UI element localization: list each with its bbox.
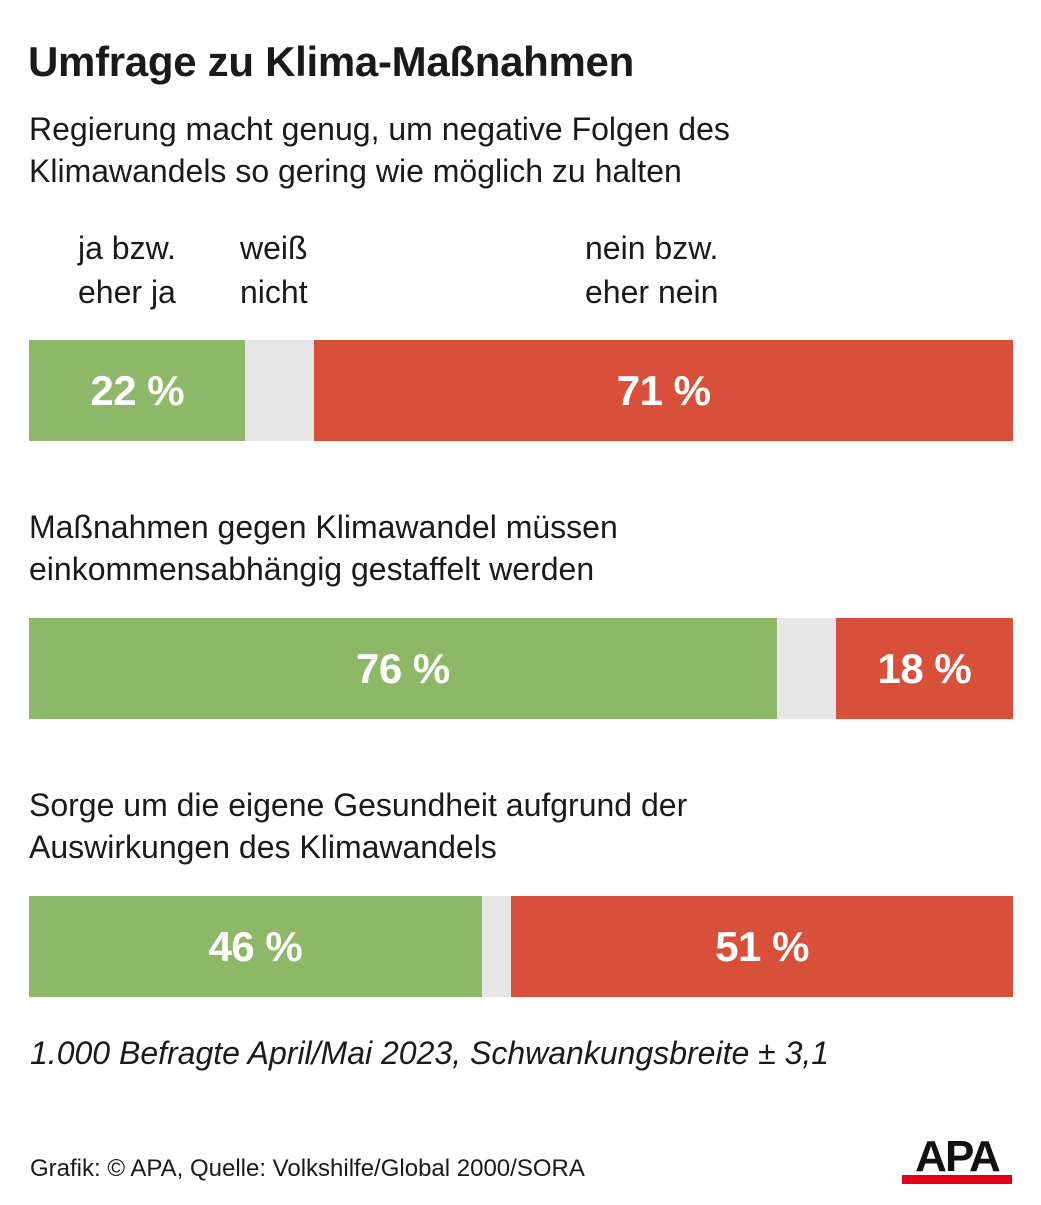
value-label-no: 71 % [616,366,711,414]
bar-question-1: 22 % 71 % [29,340,1013,441]
legend-yes: ja bzw. eher ja [78,230,176,310]
question-2-text: Maßnahmen gegen Klimawandel müssen einko… [29,509,618,587]
segment-yes: 46 % [29,896,482,997]
segment-no: 71 % [314,340,1013,441]
segment-dontknow [776,618,836,719]
segment-no: 18 % [835,618,1013,719]
segment-dontknow [245,340,315,441]
value-label-yes: 46 % [208,922,303,970]
value-label-no: 18 % [877,644,972,692]
bar-question-2: 76 % 18 % [29,618,1013,719]
svg-text:APA: APA [915,1135,1000,1181]
value-label-yes: 76 % [356,644,450,692]
question-1-text: Regierung macht genug, um negative Folge… [29,111,730,189]
source-credit: Grafik: © APA, Quelle: Volkshilfe/Global… [30,1155,585,1182]
segment-dontknow [481,896,512,997]
footnote: 1.000 Befragte April/Mai 2023, Schwankun… [30,1035,830,1071]
value-label-yes: 22 % [90,366,185,414]
segment-yes: 22 % [29,340,246,441]
legend-no: nein bzw. eher nein [585,230,719,310]
chart-title: Umfrage zu Klima-Maßnahmen [28,38,634,85]
segment-no: 51 % [511,896,1013,997]
bar-question-3: 46 % 51 % [29,896,1013,997]
value-label-no: 51 % [715,922,809,970]
question-3-text: Sorge um die eigene Gesundheit aufgrund … [29,787,688,865]
legend-dontknow: weiß nicht [240,230,308,310]
segment-yes: 76 % [29,618,777,719]
apa-logo-icon: APA [902,1135,1012,1184]
